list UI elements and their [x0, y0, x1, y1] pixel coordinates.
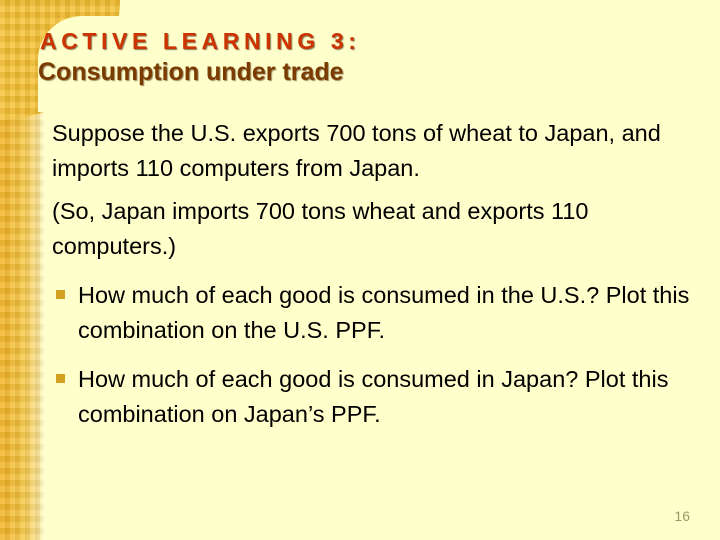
body-paragraph-1: Suppose the U.S. exports 700 tons of whe…: [52, 120, 661, 181]
slide-title: Consumption under trade: [38, 58, 344, 86]
bullet-text-1: How much of each good is consumed in the…: [78, 282, 690, 343]
square-bullet-icon: [56, 374, 65, 383]
slide-kicker: ACTIVE LEARNING 3:: [40, 28, 361, 54]
header-panel: [38, 16, 720, 112]
bullet-item-1: How much of each good is consumed in the…: [52, 278, 692, 348]
square-bullet-icon: [56, 290, 65, 299]
bullet-text-2: How much of each good is consumed in Jap…: [78, 366, 669, 427]
page-number: 16: [674, 508, 690, 524]
body-paragraph-2: (So, Japan imports 700 tons wheat and ex…: [52, 198, 589, 259]
slide-body: Suppose the U.S. exports 700 tons of whe…: [52, 116, 692, 446]
bullet-item-2: How much of each good is consumed in Jap…: [52, 362, 692, 432]
